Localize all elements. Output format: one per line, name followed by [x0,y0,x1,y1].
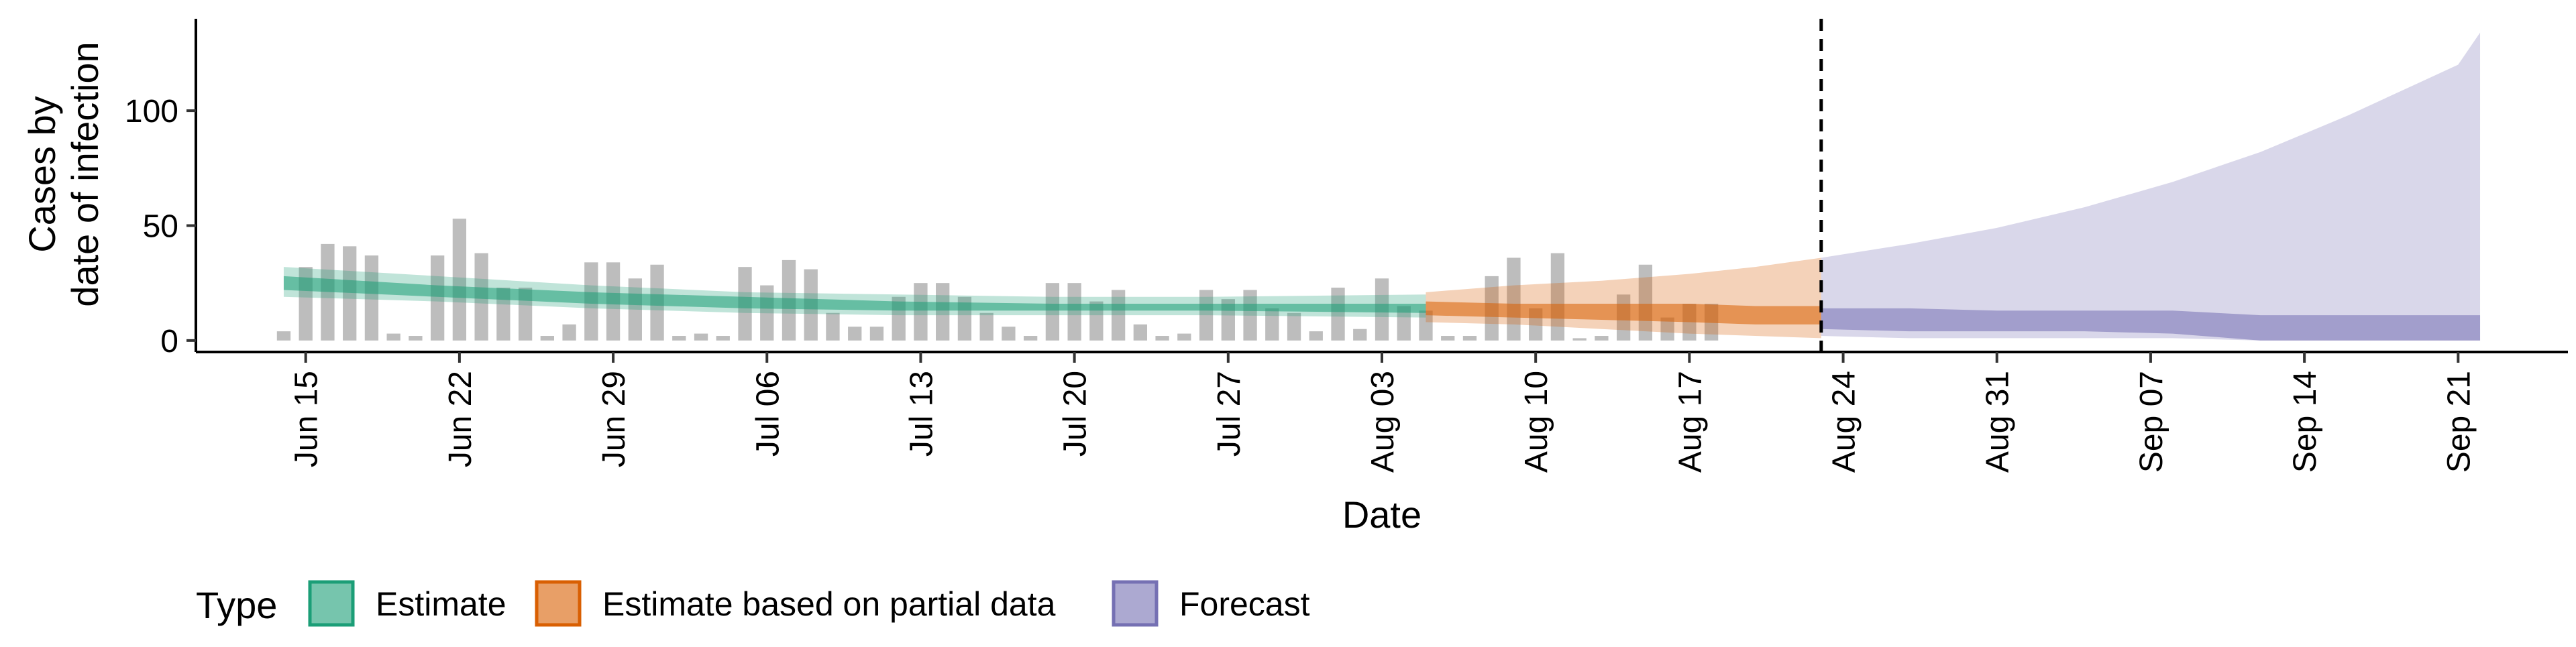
x-tick-label: Sep 21 [2441,371,2477,473]
x-tick-label: Jul 13 [904,371,939,457]
case-bar [540,336,554,341]
band-inner [1821,308,2481,341]
case-bar [1024,336,1038,341]
x-tick-label: Jul 20 [1058,371,1093,457]
x-tick-label: Aug 31 [1980,371,2016,473]
case-bar [1595,336,1609,341]
x-tick-label: Sep 14 [2288,371,2323,473]
x-tick-label: Aug 03 [1365,371,1401,473]
case-bar [1309,331,1323,341]
case-bar [1331,288,1345,341]
case-bar [826,312,840,341]
case-bar [1265,308,1279,341]
case-bar [343,246,357,341]
x-tick-labels: Jun 15 Jun 22 Jun 29 Jul 06 Jul 13 Jul 20 Jul … [289,352,2477,473]
case-bar [1462,336,1477,341]
legend-swatch [308,580,355,627]
case-bar [1067,283,1081,341]
case-bar [1155,336,1169,341]
x-tick-label: Aug 10 [1519,371,1554,473]
case-bar [562,324,576,341]
case-bar [364,255,379,341]
case-bar [386,333,400,341]
x-tick-label: Jul 06 [750,371,786,457]
band-inner [1426,301,1821,325]
x-tick-label: Jul 27 [1212,371,1247,457]
legend-entries: Estimate Estimate based on partial data Fo… [308,580,1310,627]
x-tick-label: Jun 15 [289,371,325,467]
case-bar [1660,317,1674,341]
legend-label: Estimate based on partial data [602,585,1056,623]
case-bar [848,327,862,341]
case-bar [496,288,511,341]
case-bar [1287,312,1301,341]
case-bar [1002,327,1016,341]
x-tick-label: Sep 07 [2134,371,2169,473]
case-bar [1638,264,1653,341]
case-bar [1397,306,1411,341]
case-bar [409,336,423,341]
band-outer [1821,32,2481,341]
legend-title: Type [196,584,277,626]
case-bar [1133,324,1147,341]
legend-swatch [535,580,582,627]
x-tick-label: Jun 29 [596,371,632,467]
legend-label: Estimate [376,585,506,623]
estimate-bands [283,32,2481,341]
x-tick-label: Jun 22 [443,371,478,467]
y-axis-title-line-2: date of infection [64,42,106,306]
y-axis-title-line-1: Cases by [21,96,63,252]
case-bar [1045,283,1060,341]
legend-swatch [1112,580,1159,627]
case-bar [1572,338,1587,341]
case-bar [1199,290,1214,341]
x-axis-title: Date [1342,493,1421,536]
legend-label: Forecast [1179,585,1310,623]
legend: Type Estimate Estimate based on partial d… [196,580,1310,627]
y-axis-title: Cases by date of infection [21,42,106,306]
case-bar [452,219,467,341]
x-tick-label: Aug 17 [1672,371,1708,473]
case-bar [914,283,928,341]
case-bar [321,243,335,341]
case-bar [694,333,708,341]
case-bar [1111,290,1126,341]
case-bar [276,331,291,341]
case-bar [1177,333,1191,341]
y-tick-label: 100 [125,94,178,129]
x-tick-label: Aug 24 [1827,371,1862,473]
case-bar [1507,257,1521,341]
band-inner [283,276,1426,313]
case-bar [979,312,994,341]
case-bar [1441,336,1455,341]
y-tick-label: 0 [160,324,178,359]
case-bar [1089,301,1104,341]
case-bar [672,336,686,341]
y-tick-labels: 0 50 100 [125,94,196,359]
case-bar [1419,310,1433,341]
case-bar [431,255,445,341]
case-bar [869,327,884,341]
case-bar [1243,290,1257,341]
case-bar [716,336,730,341]
case-bar [936,283,950,341]
case-bar [1353,329,1367,341]
y-tick-label: 50 [143,209,178,244]
